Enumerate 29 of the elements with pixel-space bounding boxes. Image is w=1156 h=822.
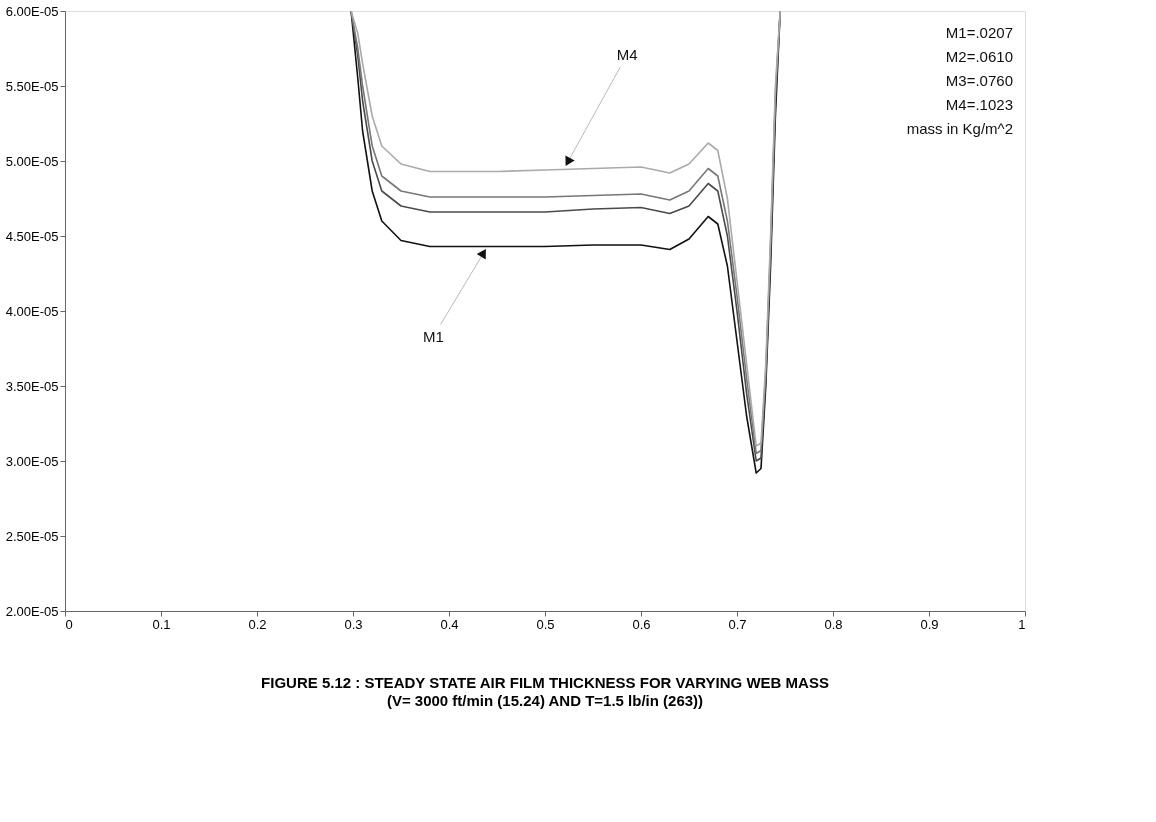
annotation: mass in Kg/m^2 xyxy=(906,120,1013,137)
annotation: M1=.0207 xyxy=(945,24,1013,41)
x-tick-label: 0.2 xyxy=(248,616,267,632)
y-tick-label: 6.00E-05 xyxy=(5,3,59,19)
x-tick-label: 0.7 xyxy=(728,616,747,632)
annotation: M4 xyxy=(616,45,638,63)
x-tick-label: 0.5 xyxy=(536,616,555,632)
annotation: M3=.0760 xyxy=(945,72,1013,89)
text: (V= 3000 ft/min (15.24) AND T=1.5 lb/in (263)) xyxy=(386,692,704,709)
x-tick-label: 0.3 xyxy=(344,616,363,632)
text: FIGURE 5.12 : STEADY STATE AIR FILM THICKNESS FOR VARYING WEB MASS xyxy=(261,674,829,691)
y-tick-label: 3.50E-05 xyxy=(5,378,59,394)
x-tick-label: 0.1 xyxy=(152,616,171,632)
y-tick-label: 2.00E-05 xyxy=(5,603,59,619)
x-tick-label: 0.6 xyxy=(632,616,651,632)
y-tick-label: 5.00E-05 xyxy=(5,153,59,169)
y-tick-label: 4.50E-05 xyxy=(5,228,59,244)
y-tick-label: 3.00E-05 xyxy=(5,453,59,469)
annotation: M4=.1023 xyxy=(945,96,1013,113)
y-tick-label: 5.50E-05 xyxy=(5,78,59,94)
y-tick-label: 4.00E-05 xyxy=(5,303,59,319)
x-tick-label: 0 xyxy=(65,616,73,632)
annotation: M1 xyxy=(422,327,444,345)
x-tick-label: 0.9 xyxy=(920,616,939,632)
x-tick-label: 0.4 xyxy=(440,616,459,632)
x-tick-label: 0.8 xyxy=(824,616,843,632)
annotation: M2=.0610 xyxy=(945,48,1013,65)
x-tick-label: 1 xyxy=(1018,616,1026,632)
y-tick-label: 2.50E-05 xyxy=(5,528,59,544)
